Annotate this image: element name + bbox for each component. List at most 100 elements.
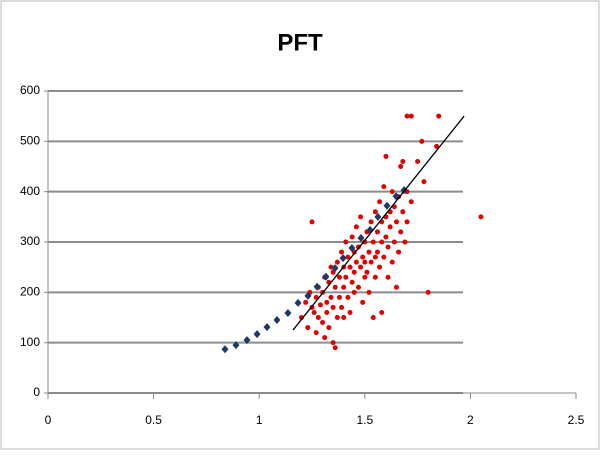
point	[383, 153, 389, 159]
point	[377, 264, 383, 270]
y-tick-label: 300	[20, 234, 40, 248]
point	[381, 254, 387, 260]
point	[358, 214, 364, 220]
point	[351, 269, 357, 275]
point	[398, 164, 404, 169]
point	[389, 189, 395, 195]
point	[379, 309, 385, 315]
diamond-point	[339, 254, 347, 263]
diamond-point	[313, 282, 321, 291]
point	[303, 299, 309, 305]
point	[408, 199, 414, 205]
point	[402, 239, 408, 245]
point	[478, 214, 484, 220]
point	[332, 345, 338, 351]
point	[324, 309, 330, 315]
point	[355, 284, 361, 290]
diamond-point	[294, 298, 302, 307]
y-tick-label: 200	[20, 285, 40, 299]
point	[334, 259, 340, 265]
point	[362, 259, 368, 265]
point	[360, 254, 366, 260]
point	[400, 158, 406, 164]
point	[436, 113, 442, 119]
point	[341, 315, 347, 320]
point	[351, 249, 357, 255]
diamond-point	[243, 336, 251, 345]
point	[351, 289, 357, 295]
point	[349, 234, 355, 240]
diamond-point	[253, 330, 261, 339]
point	[336, 294, 342, 300]
point	[353, 259, 359, 265]
point	[311, 309, 317, 315]
point	[368, 219, 374, 225]
point	[322, 335, 328, 341]
point	[339, 304, 345, 310]
x-tick-label: 0	[45, 413, 52, 427]
diamond-point	[357, 233, 365, 242]
diamond-point	[322, 272, 330, 281]
point	[408, 113, 414, 119]
point	[387, 224, 393, 230]
diamond-point	[374, 212, 382, 221]
point	[334, 315, 340, 320]
point	[343, 239, 349, 245]
point	[324, 299, 330, 305]
x-tick-label: 0.5	[145, 413, 162, 427]
point	[330, 304, 336, 310]
point	[347, 309, 353, 315]
point	[366, 249, 372, 255]
point	[396, 249, 402, 255]
point	[366, 289, 372, 295]
y-tick-label: 500	[20, 134, 40, 148]
point	[370, 315, 376, 320]
point	[434, 143, 440, 149]
y-tick-label: 100	[20, 335, 40, 349]
diamond-point	[304, 291, 312, 300]
diamond-point	[273, 316, 281, 325]
point	[330, 340, 336, 346]
point	[398, 229, 404, 235]
point	[360, 299, 366, 305]
diamond-point	[331, 264, 339, 273]
chart-title: PFT	[277, 29, 323, 56]
point	[347, 264, 353, 270]
point	[358, 264, 364, 270]
point	[345, 254, 351, 260]
y-tick-label: 400	[20, 184, 40, 198]
diamond-point	[383, 201, 391, 210]
point	[383, 234, 389, 240]
y-tick-label: 0	[33, 385, 40, 399]
point	[339, 249, 345, 255]
point	[374, 229, 380, 235]
x-tick-label: 1.5	[356, 413, 373, 427]
point	[349, 279, 355, 285]
point	[353, 224, 359, 230]
point	[372, 209, 378, 215]
point	[341, 284, 347, 290]
y-tick-label: 600	[20, 83, 40, 97]
point	[400, 209, 406, 215]
x-tick-label: 1	[256, 413, 263, 427]
point	[309, 219, 315, 225]
point	[385, 244, 391, 250]
point	[421, 179, 427, 185]
point	[404, 113, 410, 119]
point	[313, 330, 319, 336]
point	[315, 315, 321, 320]
point	[389, 259, 395, 265]
point	[377, 199, 383, 205]
diamond-point	[232, 341, 240, 350]
point	[320, 320, 326, 326]
x-tick-label: 2	[467, 413, 474, 427]
point	[385, 274, 391, 280]
point	[419, 138, 425, 144]
point	[332, 284, 338, 290]
point	[404, 219, 410, 225]
x-tick-label: 2.5	[568, 413, 585, 427]
point	[336, 274, 342, 280]
point	[372, 274, 378, 280]
point	[425, 289, 431, 295]
